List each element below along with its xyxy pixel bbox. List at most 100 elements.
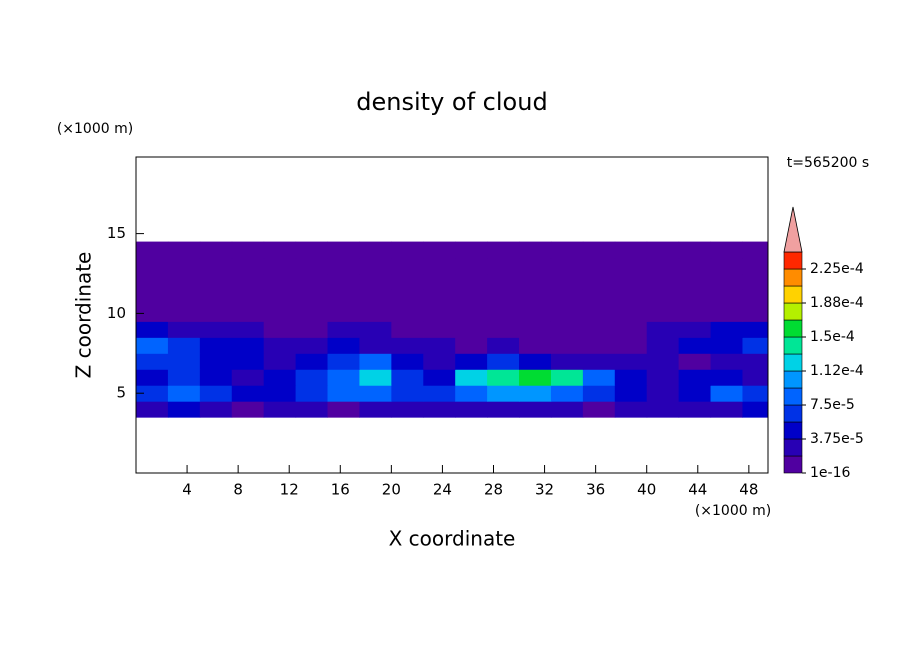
contour-cell: [582, 289, 616, 306]
contour-cell: [742, 305, 768, 322]
contour-cell: [742, 289, 768, 306]
colorbar-tick-label: 1.88e-4: [810, 295, 864, 311]
colorbar-band: [783, 319, 803, 338]
x-tick-label: 36: [586, 481, 605, 499]
contour-cell: [231, 337, 265, 354]
contour-cell: [263, 257, 297, 275]
contour-cell: [582, 321, 616, 338]
x-tick-label: 12: [280, 481, 299, 499]
contour-cell: [742, 321, 768, 338]
contour-cell: [263, 241, 297, 259]
contour-cell: [295, 369, 329, 386]
colorbar-band: [783, 421, 803, 440]
contour-cell: [167, 241, 201, 259]
contour-cell: [646, 273, 680, 290]
contour-cell: [582, 273, 616, 290]
time-annotation: t=565200 s: [787, 155, 869, 171]
contour-cell: [199, 337, 233, 354]
contour-cell: [678, 273, 712, 290]
contour-cell: [519, 337, 552, 354]
contour-cell: [582, 241, 616, 259]
x-tick-label: 8: [233, 481, 243, 499]
x-tick-label: 4: [182, 481, 192, 499]
colorbar-band: [783, 268, 803, 287]
x-axis-label: X coordinate: [389, 527, 516, 551]
contour-cell: [423, 241, 456, 259]
contour-cell: [263, 305, 297, 322]
contour-cell: [295, 353, 329, 370]
contour-cell: [263, 289, 297, 306]
x-tick-label: 40: [637, 481, 656, 499]
contour-cell: [359, 321, 392, 338]
contour-cell: [614, 305, 648, 322]
contour-cell: [231, 321, 265, 338]
contour-cell: [199, 305, 233, 322]
contour-cell: [359, 273, 392, 290]
contour-cell: [423, 369, 456, 386]
contour-cell: [231, 369, 265, 386]
contour-cell: [678, 385, 712, 402]
contour-cell: [423, 273, 456, 290]
colorbar-band: [783, 404, 803, 423]
contour-cell: [295, 289, 329, 306]
contour-cell: [519, 401, 552, 418]
contour-cell: [136, 353, 169, 370]
contour-cell: [327, 241, 360, 259]
y-tick-label: 10: [107, 304, 126, 322]
contour-cell: [742, 385, 768, 402]
contour-cell: [710, 369, 743, 386]
contour-cell: [327, 385, 360, 402]
contour-cell: [710, 241, 743, 259]
contour-cell: [263, 273, 297, 290]
contour-cell: [487, 401, 520, 418]
contour-cell: [519, 257, 552, 275]
contour-cell: [231, 257, 265, 275]
contour-cell: [359, 289, 392, 306]
contour-cell: [136, 385, 169, 402]
contour-cell: [646, 241, 680, 259]
contour-cell: [582, 257, 616, 275]
colorbar-band: [783, 353, 803, 372]
contour-cell: [136, 257, 169, 275]
contour-cell: [550, 289, 584, 306]
contour-cell: [487, 369, 520, 386]
contour-cell: [327, 257, 360, 275]
contour-cell: [199, 289, 233, 306]
y-tick-label: 5: [116, 384, 126, 402]
contour-cell: [614, 401, 648, 418]
contour-cell: [391, 353, 424, 370]
plot-frame: [135, 156, 769, 474]
colorbar-tick-label: 1.5e-4: [810, 329, 855, 345]
contour-cell: [455, 337, 488, 354]
contour-cell: [263, 369, 297, 386]
contour-cell: [519, 273, 552, 290]
contour-cell: [646, 353, 680, 370]
contour-cell: [167, 273, 201, 290]
x-tick-label: 44: [688, 481, 707, 499]
contour-cell: [136, 337, 169, 354]
contour-cell: [391, 273, 424, 290]
colorbar-band: [783, 370, 803, 389]
x-tick-label: 16: [331, 481, 350, 499]
contour-cell: [167, 353, 201, 370]
contour-cell: [136, 321, 169, 338]
contour-cell: [614, 289, 648, 306]
contour-cell: [678, 289, 712, 306]
contour-cell: [295, 305, 329, 322]
contour-cell: [710, 337, 743, 354]
contour-cell: [295, 337, 329, 354]
contour-cell: [167, 337, 201, 354]
contour-cell: [231, 385, 265, 402]
x-tick-label: 20: [382, 481, 401, 499]
contour-cell: [487, 305, 520, 322]
contour-cell: [614, 241, 648, 259]
y-axis-label: Z coordinate: [72, 252, 96, 379]
contour-cell: [167, 305, 201, 322]
contour-cell: [199, 385, 233, 402]
colorbar-band: [783, 336, 803, 355]
contour-cell: [391, 337, 424, 354]
contour-cell: [231, 273, 265, 290]
contour-cell: [646, 369, 680, 386]
contour-cell: [359, 385, 392, 402]
